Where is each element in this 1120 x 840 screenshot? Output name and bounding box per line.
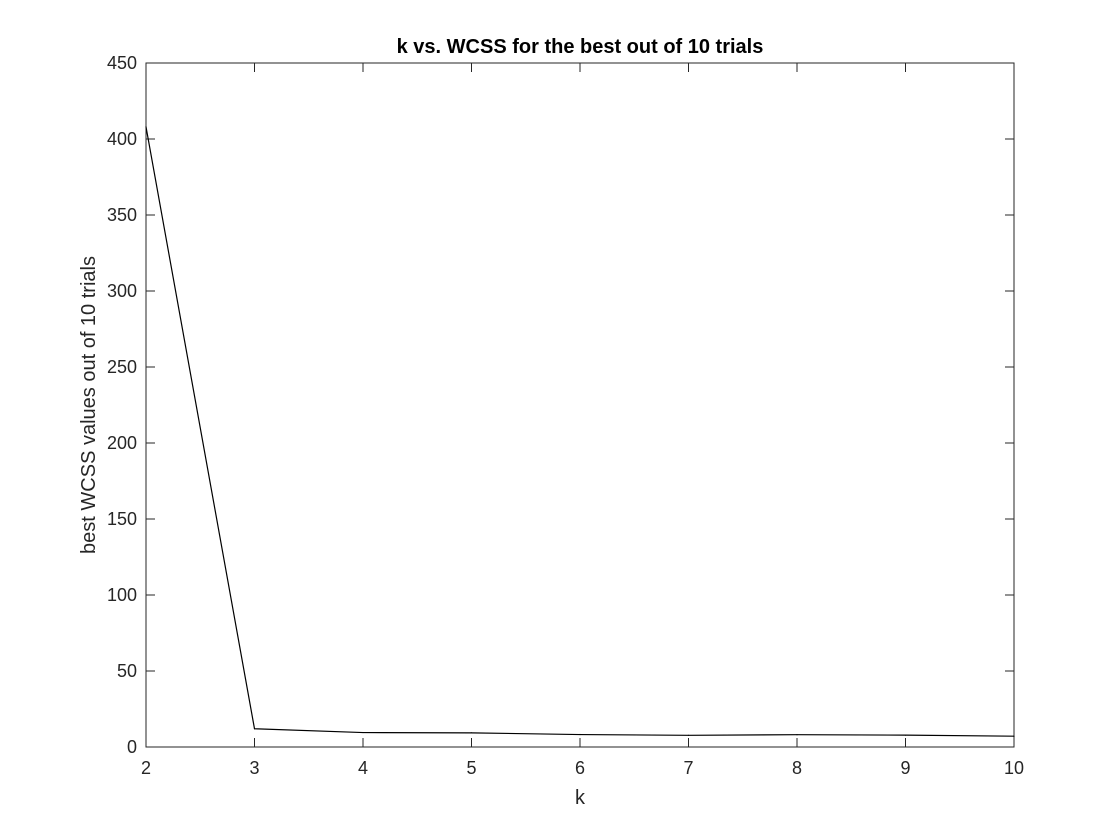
x-tick-label: 9 — [900, 758, 910, 778]
x-tick-label: 5 — [466, 758, 476, 778]
x-tick-label: 7 — [683, 758, 693, 778]
y-tick-label: 200 — [107, 433, 137, 453]
series-point — [1013, 735, 1015, 737]
plot-area — [145, 62, 1015, 748]
x-tick-label: 10 — [1004, 758, 1024, 778]
y-tick-label: 100 — [107, 585, 137, 605]
y-tick-label: 0 — [127, 737, 137, 757]
y-tick-label: 450 — [107, 53, 137, 73]
series-point — [253, 728, 256, 730]
y-tick-label: 400 — [107, 129, 137, 149]
series-point — [470, 732, 473, 734]
series-point — [904, 734, 907, 736]
x-tick-label: 3 — [249, 758, 259, 778]
series-layer — [145, 126, 1015, 737]
series-point — [796, 734, 798, 736]
x-tick-label: 2 — [141, 758, 151, 778]
x-axis-ticks: 2 3 4 5 6 7 8 9 10 — [141, 63, 1024, 778]
y-tick-label: 150 — [107, 509, 137, 529]
y-tick-label: 300 — [107, 281, 137, 301]
y-tick-label: 50 — [117, 661, 137, 681]
x-tick-label: 8 — [792, 758, 802, 778]
y-tick-label: 350 — [107, 205, 137, 225]
series-point — [362, 731, 364, 734]
chart-title: k vs. WCSS for the best out of 10 trials — [397, 36, 764, 58]
series-point — [687, 734, 690, 736]
series-point — [579, 733, 581, 736]
y-axis-ticks: 0 50 100 150 200 250 300 350 400 450 — [107, 53, 1014, 757]
x-axis-label: k — [575, 787, 586, 809]
x-tick-label: 4 — [358, 758, 368, 778]
x-tick-label: 6 — [575, 758, 585, 778]
series-point — [145, 126, 147, 128]
y-axis-label: best WCSS values out of 10 trials — [78, 256, 100, 554]
y-tick-label: 250 — [107, 357, 137, 377]
